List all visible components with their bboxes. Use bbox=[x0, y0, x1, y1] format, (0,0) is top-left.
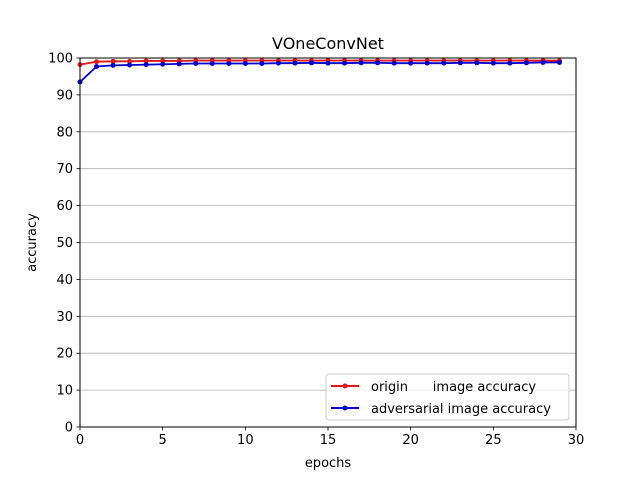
data-point bbox=[325, 60, 331, 66]
data-point bbox=[94, 63, 100, 69]
x-tick-label: 0 bbox=[76, 433, 84, 448]
data-point bbox=[375, 60, 381, 66]
y-axis-ticks: 0 10 20 30 40 50 60 70 80 90 100 bbox=[48, 52, 80, 436]
y-tick-label: 70 bbox=[56, 162, 73, 177]
legend-label-origin: origin image accuracy bbox=[371, 380, 536, 395]
data-point bbox=[259, 61, 265, 67]
series-1 bbox=[77, 59, 562, 85]
y-tick-label: 50 bbox=[56, 236, 73, 251]
y-tick-label: 10 bbox=[56, 384, 73, 399]
series-line bbox=[79, 59, 560, 66]
x-tick-label: 30 bbox=[568, 433, 585, 448]
legend-label-adversarial: adversarial image accuracy bbox=[371, 402, 551, 417]
data-point bbox=[342, 60, 348, 66]
data-point bbox=[275, 60, 281, 66]
chart-title: VOneConvNet bbox=[272, 34, 384, 53]
data-point bbox=[110, 58, 116, 64]
data-point bbox=[209, 61, 215, 67]
series-line bbox=[79, 61, 560, 83]
x-axis-label: epochs bbox=[305, 456, 352, 471]
y-tick-label: 0 bbox=[65, 421, 73, 436]
data-point bbox=[94, 59, 100, 65]
data-point bbox=[490, 60, 496, 66]
data-point bbox=[474, 60, 480, 66]
x-tick-label: 20 bbox=[402, 433, 419, 448]
data-point bbox=[540, 59, 546, 65]
legend-marker-adversarial bbox=[342, 405, 348, 411]
data-point bbox=[193, 61, 199, 67]
y-tick-label: 40 bbox=[56, 273, 73, 288]
legend-marker-origin bbox=[342, 383, 348, 389]
data-point bbox=[226, 61, 232, 67]
y-tick-label: 20 bbox=[56, 347, 73, 362]
x-tick-label: 15 bbox=[320, 433, 337, 448]
data-point bbox=[358, 60, 364, 66]
data-point bbox=[457, 60, 463, 66]
data-point bbox=[242, 61, 248, 67]
data-point bbox=[408, 60, 414, 66]
x-tick-label: 10 bbox=[237, 433, 254, 448]
data-point bbox=[308, 60, 314, 66]
legend: origin image accuracy adversarial image … bbox=[325, 373, 570, 421]
data-point bbox=[127, 58, 133, 64]
data-point bbox=[441, 60, 447, 66]
data-point bbox=[523, 60, 529, 66]
data-point bbox=[424, 60, 430, 66]
data-point bbox=[176, 61, 182, 67]
data-point bbox=[507, 60, 513, 66]
y-tick-label: 100 bbox=[48, 52, 73, 67]
data-point bbox=[110, 62, 116, 68]
data-point bbox=[127, 62, 133, 68]
y-axis-label: accuracy bbox=[25, 213, 40, 272]
legend-box bbox=[325, 373, 570, 421]
data-point bbox=[292, 60, 298, 66]
y-tick-label: 60 bbox=[56, 199, 73, 214]
data-point bbox=[556, 59, 562, 65]
x-tick-label: 25 bbox=[485, 433, 502, 448]
y-tick-label: 90 bbox=[56, 88, 73, 103]
y-tick-label: 80 bbox=[56, 125, 73, 140]
data-point bbox=[160, 61, 166, 67]
data-point bbox=[391, 60, 397, 66]
series-layer bbox=[77, 58, 562, 85]
x-axis-ticks: 0 5 10 15 20 25 30 bbox=[76, 427, 584, 448]
y-tick-label: 30 bbox=[56, 310, 73, 325]
x-tick-label: 5 bbox=[159, 433, 167, 448]
data-point bbox=[143, 58, 149, 64]
data-point bbox=[143, 62, 149, 68]
